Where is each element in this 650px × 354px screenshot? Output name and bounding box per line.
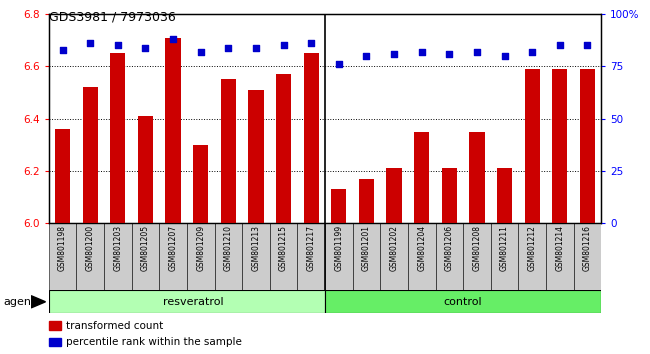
Bar [49,338,61,346]
Bar [104,223,131,292]
Text: GSM801198: GSM801198 [58,225,67,271]
Text: transformed count: transformed count [66,321,164,331]
Point [554,43,565,48]
Text: GSM801215: GSM801215 [279,225,288,271]
Bar [414,132,429,223]
Text: GSM801206: GSM801206 [445,225,454,271]
Bar [436,223,463,292]
Bar [332,189,346,223]
Point [499,53,510,59]
Text: GSM801213: GSM801213 [252,225,261,271]
Polygon shape [31,296,46,308]
Bar [138,116,153,223]
Point [333,62,344,67]
Point [278,43,289,48]
Bar [270,223,298,292]
Bar [491,223,519,292]
Bar [111,53,125,223]
Text: agent: agent [3,297,36,307]
Point [417,49,427,55]
Text: control: control [444,297,482,307]
Bar [187,223,214,292]
Point [306,41,317,46]
Text: GSM801199: GSM801199 [334,225,343,271]
Text: resveratrol: resveratrol [163,297,224,307]
Bar [131,223,159,292]
Text: GSM801214: GSM801214 [555,225,564,271]
Bar [387,168,402,223]
Bar [442,168,457,223]
Text: GSM801217: GSM801217 [307,225,316,271]
Point [251,45,261,50]
Bar [359,179,374,223]
Text: GDS3981 / 7973036: GDS3981 / 7973036 [49,11,176,24]
Bar [298,223,325,292]
Bar [552,69,567,223]
Point [527,49,538,55]
Bar [304,53,318,223]
Point [444,51,454,57]
Point [168,36,178,42]
Bar [463,223,491,292]
Text: GSM801211: GSM801211 [500,225,509,271]
Text: GSM801203: GSM801203 [113,225,122,271]
Bar [325,290,601,313]
Bar [325,223,352,292]
Point [57,47,68,52]
Text: GSM801210: GSM801210 [224,225,233,271]
Bar [49,321,61,330]
Text: GSM801216: GSM801216 [583,225,592,271]
Text: GSM801212: GSM801212 [528,225,537,271]
Text: GSM801201: GSM801201 [362,225,371,271]
Text: GSM801209: GSM801209 [196,225,205,271]
Bar [497,168,512,223]
Bar [573,223,601,292]
Point [472,49,482,55]
Text: GSM801200: GSM801200 [86,225,95,271]
Bar [77,223,104,292]
Bar [580,69,595,223]
Point [140,45,151,50]
Bar [352,223,380,292]
Bar [276,74,291,223]
Text: GSM801208: GSM801208 [473,225,482,271]
Bar [242,223,270,292]
Bar [214,223,242,292]
Point [112,43,123,48]
Bar [248,90,263,223]
Text: GSM801204: GSM801204 [417,225,426,271]
Point [223,45,233,50]
Bar [380,223,408,292]
Text: GSM801207: GSM801207 [168,225,177,271]
Text: percentile rank within the sample: percentile rank within the sample [66,337,242,347]
Bar [408,223,436,292]
Point [582,43,593,48]
Bar [159,223,187,292]
Bar [55,129,70,223]
Bar [519,223,546,292]
Point [85,41,96,46]
Bar [546,223,573,292]
Bar [49,290,325,313]
Point [196,49,206,55]
Bar [221,79,236,223]
Bar [166,38,181,223]
Bar [83,87,98,223]
Text: GSM801202: GSM801202 [389,225,398,271]
Bar [193,145,208,223]
Bar [469,132,484,223]
Point [389,51,399,57]
Text: GSM801205: GSM801205 [141,225,150,271]
Point [361,53,372,59]
Bar [525,69,540,223]
Bar [49,223,77,292]
